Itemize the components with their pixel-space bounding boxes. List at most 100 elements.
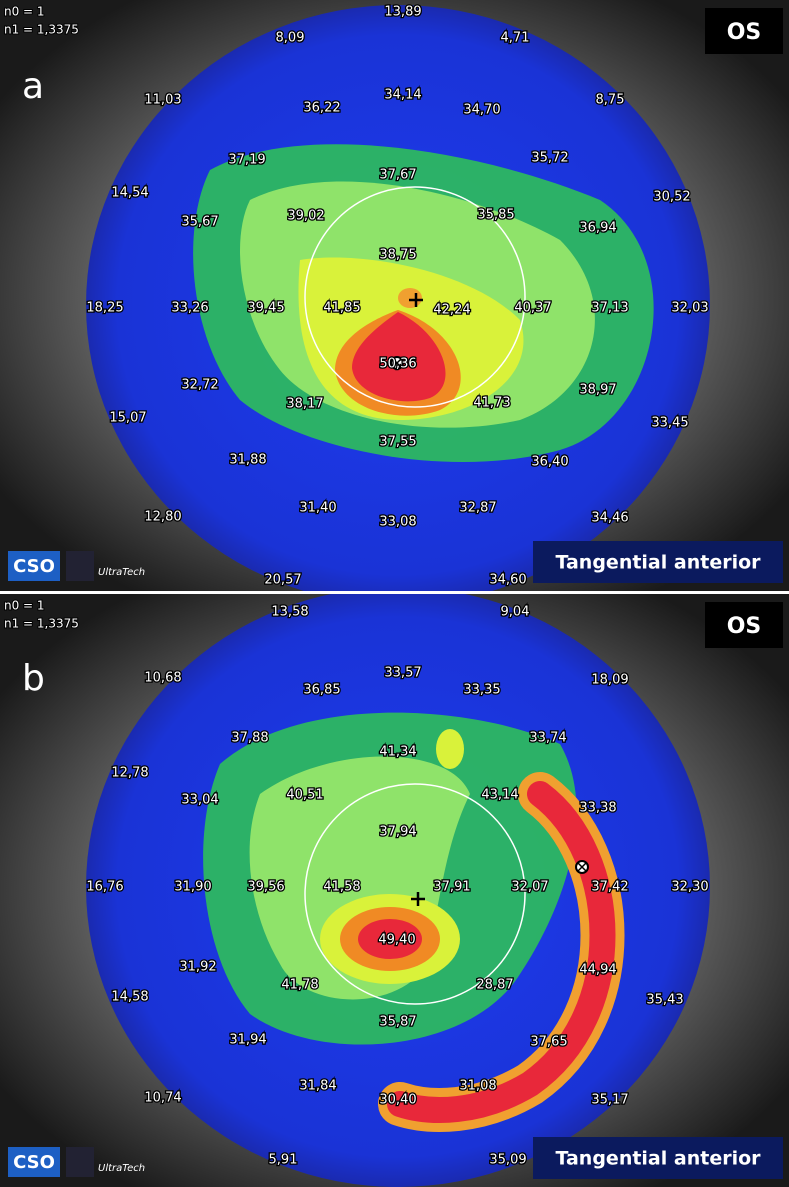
reading: 30,40	[379, 1093, 416, 1108]
reading: 37,65	[530, 1035, 567, 1050]
reading: 40,51	[286, 788, 323, 803]
reading: 39,02	[287, 209, 324, 224]
reading: 12,80	[144, 510, 181, 525]
reading: 4,71	[501, 31, 530, 46]
center-cross	[409, 293, 423, 307]
reading: 31,84	[299, 1079, 336, 1094]
eye-label: OS	[727, 614, 762, 639]
reading: 18,25	[86, 301, 123, 316]
reading: 31,94	[229, 1033, 266, 1048]
reading: 39,45	[247, 301, 284, 316]
reading: 37,88	[231, 731, 268, 746]
reading: 37,19	[228, 153, 265, 168]
reading: 41,73	[473, 396, 510, 411]
apex-marker-x	[392, 358, 402, 368]
reading: 8,75	[596, 93, 625, 108]
reading: 14,54	[111, 186, 148, 201]
reading: 28,87	[476, 978, 513, 993]
logo-icon	[66, 1147, 94, 1177]
reading: 32,30	[671, 880, 708, 895]
reading: 35,17	[591, 1093, 628, 1108]
logo-box	[8, 1147, 60, 1177]
reading: 35,09	[489, 1153, 526, 1168]
reading: 13,58	[271, 605, 308, 620]
mode-label: Tangential anterior	[555, 552, 761, 574]
center-cross	[411, 892, 425, 906]
zone-yellow-top	[436, 729, 464, 769]
panel-letter: b	[22, 658, 45, 699]
reading: 34,60	[489, 573, 526, 588]
mode-badge	[533, 1137, 783, 1179]
reading: 38,97	[579, 383, 616, 398]
reading: 49,40	[378, 933, 415, 948]
reading: 33,45	[651, 416, 688, 431]
reading: 41,58	[323, 880, 360, 895]
reading: 38,75	[379, 248, 416, 263]
n1-label: n1 = 1,3375	[4, 23, 79, 37]
reading: 37,67	[379, 168, 416, 183]
reading: 35,87	[379, 1015, 416, 1030]
zone-crescent-core	[387, 781, 616, 1123]
reading: 15,07	[109, 411, 146, 426]
n0-label: n0 = 1	[4, 5, 45, 19]
reading: 37,13	[591, 301, 628, 316]
reading: 37,42	[591, 880, 628, 895]
logo-label: CSO	[13, 556, 55, 577]
reading: 42,24	[433, 303, 470, 318]
reading: 37,94	[379, 825, 416, 840]
reading: 40,37	[514, 301, 551, 316]
reading: 8,09	[276, 31, 305, 46]
reading: 12,78	[111, 766, 148, 781]
reading: 37,91	[433, 880, 470, 895]
reading: 44,94	[579, 963, 616, 978]
reading: 32,72	[181, 378, 218, 393]
reading: 36,85	[303, 683, 340, 698]
mode-badge	[533, 541, 783, 583]
panel: 13,58 9,04 10,68 36,85 33,57 33,35 18,09 37,88 4…	[0, 594, 789, 1187]
panel: 13,89 8,09 4,71 11,03 36,22 34,14 34,70 8,75 37,…	[0, 0, 789, 591]
reading: 31,88	[229, 453, 266, 468]
eye-badge	[705, 602, 783, 648]
reading: 41,85	[323, 301, 360, 316]
reading: 14,58	[111, 990, 148, 1005]
zone-orange-small	[398, 288, 422, 308]
logo-label: CSO	[13, 1152, 55, 1173]
reading: 5,91	[269, 1153, 298, 1168]
mode-label: Tangential anterior	[555, 1148, 761, 1170]
reading: 10,68	[144, 671, 181, 686]
pupil-circle	[304, 186, 526, 408]
reading: 50,36	[379, 357, 416, 372]
reading: 33,26	[171, 301, 208, 316]
brand-label: UltraTech	[98, 1163, 145, 1174]
reading: 33,57	[384, 666, 421, 681]
reading: 13,89	[384, 5, 421, 20]
reading: 31,92	[179, 960, 216, 975]
reading: 41,78	[281, 978, 318, 993]
n0-label: n0 = 1	[4, 599, 45, 613]
reading: 16,76	[86, 880, 123, 895]
zone-red	[358, 919, 422, 959]
divider	[0, 591, 789, 594]
reading: 32,03	[671, 301, 708, 316]
eye-label: OS	[727, 20, 762, 45]
apex-marker-x	[577, 862, 587, 872]
panel-letter: a	[22, 66, 44, 107]
reading: 36,22	[303, 101, 340, 116]
reading: 38,17	[286, 397, 323, 412]
reading: 43,14	[481, 788, 518, 803]
reading: 37,55	[379, 435, 416, 450]
reading: 39,56	[247, 880, 284, 895]
reading: 10,74	[144, 1091, 181, 1106]
reading: 35,85	[477, 208, 514, 223]
reading: 35,43	[646, 993, 683, 1008]
reading: 33,08	[379, 515, 416, 530]
reading: 33,35	[463, 683, 500, 698]
n1-label: n1 = 1,3375	[4, 617, 79, 631]
reading: 33,74	[529, 731, 566, 746]
reading: 33,04	[181, 793, 218, 808]
reading: 34,46	[591, 511, 628, 526]
logo-icon	[66, 551, 94, 581]
logo-box	[8, 551, 60, 581]
